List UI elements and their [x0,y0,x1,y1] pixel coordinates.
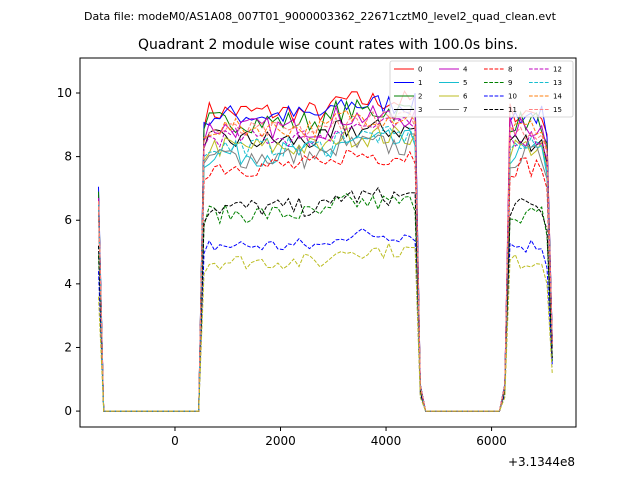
x-tick-label: 6000 [476,434,507,448]
legend-label: 11 [508,106,517,114]
legend-label: 7 [463,106,467,114]
legend-label: 4 [463,66,468,74]
x-tick-label: 0 [171,434,179,448]
y-tick-label: 6 [64,213,72,227]
legend-label: 2 [418,93,422,101]
y-tick-label: 2 [64,340,72,354]
plot-frame [79,57,577,428]
legend-label: 12 [553,66,562,74]
y-tick-label: 10 [57,86,72,100]
legend-label: 3 [418,106,422,114]
legend-label: 8 [508,66,512,74]
plot-lines [98,90,553,412]
legend-label: 9 [508,79,512,87]
x-tick-label: 4000 [371,434,402,448]
series-line-module-extra [98,241,553,412]
x-tick-label: 2000 [265,434,296,448]
legend-label: 10 [508,93,517,101]
legend-label: 14 [553,93,562,101]
legend-label: 5 [463,79,467,87]
legend-label: 1 [418,79,422,87]
legend-box [389,60,574,118]
y-tick-label: 4 [64,277,72,291]
legend-label: 6 [463,93,468,101]
series-line-module-13 [98,125,553,412]
legend-label: 13 [553,79,562,87]
chart-title: Quadrant 2 module wise count rates with … [138,37,518,53]
x-axis: 0 2000 4000 6000 [171,427,507,448]
y-tick-label: 8 [64,150,72,164]
legend-label: 15 [553,106,562,114]
chart-suptitle: Data file: modeM0/AS1A08_007T01_90000033… [84,10,557,23]
y-tick-label: 0 [64,404,72,418]
y-axis: 0 2 4 6 8 10 [57,86,80,418]
legend-label: 0 [418,66,422,74]
x-offset-label: +3.1344e8 [508,455,575,469]
